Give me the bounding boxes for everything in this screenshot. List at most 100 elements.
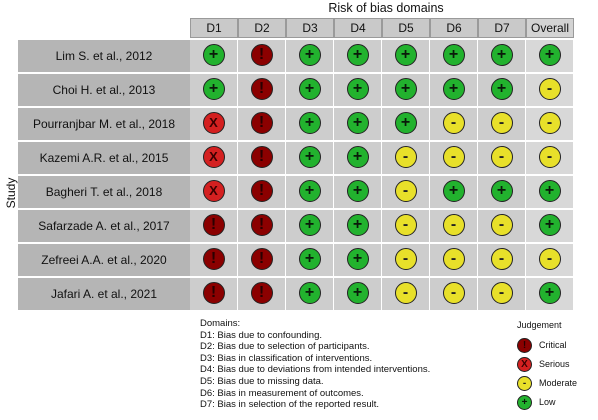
critical-judgement-icon: !: [202, 214, 225, 236]
rating-cell: -: [430, 142, 478, 176]
critical-judgement-icon: !: [250, 44, 273, 66]
judgement-legend-label: Critical: [539, 340, 567, 350]
rating-cell: +: [334, 210, 382, 244]
rating-cell: +: [526, 40, 574, 74]
rating-cell: +: [334, 176, 382, 210]
rating-cell: X: [190, 142, 238, 176]
moderate-judgement-icon: -: [394, 282, 417, 304]
rating-cell: +: [286, 278, 334, 312]
rating-cell: +: [190, 40, 238, 74]
critical-judgement-icon: !: [250, 282, 273, 304]
rating-cell: +: [430, 40, 478, 74]
serious-judgement-icon: X: [202, 180, 225, 202]
serious-judgement-icon: X: [202, 112, 225, 134]
moderate-judgement-icon: -: [517, 376, 532, 391]
low-judgement-icon: +: [202, 78, 225, 100]
low-judgement-icon: +: [346, 248, 369, 270]
judgement-legend: Judgement ! Critical X Serious - Moderate + Low: [505, 316, 595, 416]
low-judgement-icon: +: [202, 44, 225, 66]
critical-judgement-icon: !: [250, 180, 273, 202]
moderate-judgement-icon: -: [394, 146, 417, 168]
low-judgement-icon: +: [346, 214, 369, 236]
moderate-judgement-icon: -: [538, 78, 561, 100]
rating-cell: !: [190, 244, 238, 278]
rating-cell: -: [526, 244, 574, 278]
rating-cell: !: [238, 74, 286, 108]
rating-cell: -: [382, 210, 430, 244]
low-judgement-icon: +: [442, 180, 465, 202]
critical-judgement-icon: !: [202, 282, 225, 304]
rating-cell: +: [190, 74, 238, 108]
rating-cell: -: [430, 278, 478, 312]
rating-cell: +: [382, 108, 430, 142]
domain-legend-item: D3: Bias in classification of interventi…: [200, 352, 373, 364]
rating-cell: !: [238, 40, 286, 74]
judgement-legend-label: Serious: [539, 359, 570, 369]
rating-cell: -: [478, 142, 526, 176]
moderate-judgement-icon: -: [490, 112, 513, 134]
domain-legend-item: D5: Bias due to missing data.: [200, 375, 324, 387]
moderate-judgement-icon: -: [442, 282, 465, 304]
y-axis-label: Study: [4, 177, 18, 209]
judgement-legend-label: Low: [539, 397, 556, 407]
domain-legend-item: D6: Bias in measurement of outcomes.: [200, 387, 364, 399]
low-judgement-icon: +: [490, 78, 513, 100]
moderate-judgement-icon: -: [538, 248, 561, 270]
study-label: Kazemi A.R. et al., 2015: [18, 142, 190, 176]
moderate-judgement-icon: -: [490, 146, 513, 168]
rating-cell: +: [478, 74, 526, 108]
low-judgement-icon: +: [298, 146, 321, 168]
moderate-judgement-icon: -: [442, 146, 465, 168]
rating-cell: -: [382, 244, 430, 278]
low-judgement-icon: +: [538, 44, 561, 66]
critical-judgement-icon: !: [250, 248, 273, 270]
rating-cell: +: [286, 74, 334, 108]
low-judgement-icon: +: [298, 214, 321, 236]
domain-header: D5: [382, 18, 430, 38]
rating-cell: !: [190, 278, 238, 312]
rating-cell: +: [526, 210, 574, 244]
rating-cell: +: [286, 244, 334, 278]
domains-legend: Domains: D1: Bias due to confounding. D2:…: [200, 318, 470, 411]
rating-cell: +: [334, 278, 382, 312]
domain-header: Overall: [526, 18, 574, 38]
low-judgement-icon: +: [442, 78, 465, 100]
domain-header: D7: [478, 18, 526, 38]
rating-cell: -: [382, 278, 430, 312]
low-judgement-icon: +: [490, 44, 513, 66]
rating-cell: -: [382, 142, 430, 176]
low-judgement-icon: +: [346, 146, 369, 168]
domains-legend-title: Domains:: [200, 318, 241, 329]
critical-judgement-icon: !: [517, 338, 532, 353]
rating-cell: +: [334, 74, 382, 108]
moderate-judgement-icon: -: [442, 112, 465, 134]
grid-corner: [18, 18, 190, 38]
moderate-judgement-icon: -: [394, 214, 417, 236]
low-judgement-icon: +: [346, 112, 369, 134]
rating-cell: +: [334, 108, 382, 142]
low-judgement-icon: +: [298, 44, 321, 66]
serious-judgement-icon: X: [517, 357, 532, 372]
moderate-judgement-icon: -: [538, 112, 561, 134]
rating-cell: !: [238, 244, 286, 278]
rating-cell: -: [382, 176, 430, 210]
rating-cell: +: [478, 40, 526, 74]
low-judgement-icon: +: [394, 44, 417, 66]
domain-legend-item: D1: Bias due to confounding.: [200, 329, 323, 341]
critical-judgement-icon: !: [202, 248, 225, 270]
low-judgement-icon: +: [538, 214, 561, 236]
domain-legend-item: D2: Bias due to selection of participant…: [200, 341, 370, 353]
domain-legend-item: D4: Bias due to deviations from intended…: [200, 364, 431, 376]
rating-cell: +: [286, 40, 334, 74]
low-judgement-icon: +: [442, 44, 465, 66]
study-label: Lim S. et al., 2012: [18, 40, 190, 74]
low-judgement-icon: +: [346, 44, 369, 66]
rating-cell: X: [190, 108, 238, 142]
rating-cell: +: [334, 40, 382, 74]
rating-cell: !: [238, 210, 286, 244]
moderate-judgement-icon: -: [490, 248, 513, 270]
critical-judgement-icon: !: [250, 146, 273, 168]
low-judgement-icon: +: [346, 282, 369, 304]
rating-cell: +: [526, 176, 574, 210]
